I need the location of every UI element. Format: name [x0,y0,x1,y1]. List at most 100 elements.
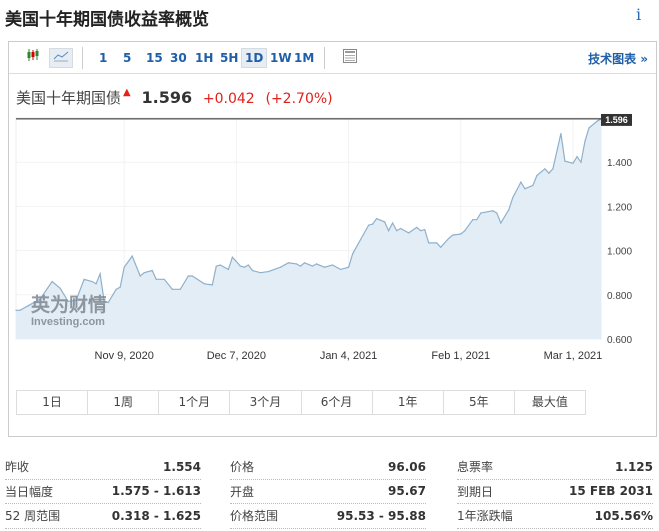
data-point [163,278,165,280]
interval-30[interactable]: 30 [170,51,187,65]
range-button[interactable]: 1个月 [159,391,231,414]
x-tick-label: Feb 1, 2021 [431,350,490,362]
range-button[interactable]: 6个月 [302,391,373,414]
last-price-label: 1.596 [605,115,628,125]
data-point [376,217,378,220]
data-point [215,265,217,267]
price-change-percent: (+2.70%) [265,91,333,107]
watermark-logo-text: Investing.com [31,316,105,328]
data-point [315,263,318,265]
data-point [115,288,117,290]
data-point [171,288,173,290]
price-chart[interactable]: Nov 9, 2020 Dec 7, 2020 Jan 4, 2021 Feb 1, … [9,114,656,384]
data-point [19,309,21,311]
data-point [339,268,342,270]
stat-label: 息票率 [457,460,494,475]
data-point [239,265,241,267]
stat-label: 当日幅度 [5,484,54,499]
data-point [67,300,69,303]
y-tick-label: 1.000 [607,247,632,258]
interval-1w[interactable]: 1W [270,51,292,65]
range-button[interactable]: 1周 [88,391,160,414]
data-point [295,263,298,265]
stat-label: 开盘 [230,484,255,499]
data-point [51,280,53,283]
stat-value: 1.125 [615,459,653,474]
data-point [219,264,221,266]
up-arrow-icon: ▲ [123,87,131,98]
interval-1h[interactable]: 1H [195,51,214,65]
data-point [464,230,466,232]
stats-column: 价格 96.06 开盘 95.67 价格范围 95.53 - 95.88 [230,455,426,529]
data-point [424,229,426,231]
interval-5h[interactable]: 5H [220,51,239,65]
data-point [259,272,262,274]
stat-label: 价格 [230,460,255,475]
data-point [532,184,534,187]
data-point [119,286,121,288]
price-change: +0.042 [202,91,255,107]
data-point [508,209,510,211]
data-point [480,212,482,214]
stat-value: 95.67 [388,484,426,499]
interval-5[interactable]: 5 [123,51,132,65]
interval-1m[interactable]: 1M [294,51,315,65]
stats-row: 到期日 15 FEB 2031 [457,480,653,504]
y-tick-label: 1.200 [607,202,632,213]
data-point [368,224,370,226]
watermark-logo: 英为财情 [31,293,107,316]
data-point [372,223,374,225]
y-tick-label: 1.400 [607,158,632,169]
page-title: 美国十年期国债收益率概览 [5,10,209,30]
data-point [548,172,550,174]
stat-value: 1.554 [163,459,201,474]
stat-label: 昨收 [5,460,30,475]
data-point [83,278,85,280]
stat-value: 96.06 [388,459,426,474]
x-tick-label: Mar 1, 2021 [544,350,603,362]
stat-value: 0.318 - 1.625 [111,508,201,523]
stat-label: 到期日 [457,484,494,499]
data-point [143,272,145,274]
data-point [496,212,498,214]
range-button[interactable]: 5年 [444,391,515,414]
technical-chart-link[interactable]: 技术图表 » [588,52,648,66]
data-point [500,222,502,224]
data-point [227,268,229,270]
data-point [416,226,418,228]
data-point [564,160,566,162]
range-button[interactable]: 1日 [17,391,89,414]
data-point [544,168,546,170]
data-point [103,300,105,303]
interval-1[interactable]: 1 [99,51,108,65]
y-tick-label: 0.800 [607,291,632,302]
data-point [187,275,189,277]
stats-row: 52 周范围 0.318 - 1.625 [5,504,201,529]
range-button[interactable]: 3个月 [230,391,302,414]
table-icon[interactable] [339,48,361,68]
range-button[interactable]: 1年 [373,391,444,414]
data-point [596,120,598,122]
toolbar-divider [324,47,325,69]
data-point [560,132,562,135]
stat-label: 52 周范围 [5,509,61,524]
data-point [131,255,133,257]
data-point [39,298,41,300]
chart-toolbar: 1 5 15 30 1H 5H 1D 1W 1M 技术图表 » [9,42,656,74]
last-price-badge [601,114,632,126]
data-point [576,156,578,158]
x-tick-label: Jan 4, 2021 [320,350,378,362]
line-chart-icon[interactable] [49,48,73,68]
x-tick-label: Dec 7, 2020 [207,350,266,362]
data-point [512,196,514,199]
candlestick-icon[interactable] [23,48,43,68]
info-icon[interactable]: i [636,5,642,24]
data-point [311,265,314,267]
data-point [552,168,554,170]
interval-1d[interactable]: 1D [241,48,268,68]
data-point [139,275,141,277]
data-point [584,140,586,142]
data-point [95,283,97,285]
range-button[interactable]: 最大值 [531,395,568,409]
interval-15[interactable]: 15 [146,51,163,65]
